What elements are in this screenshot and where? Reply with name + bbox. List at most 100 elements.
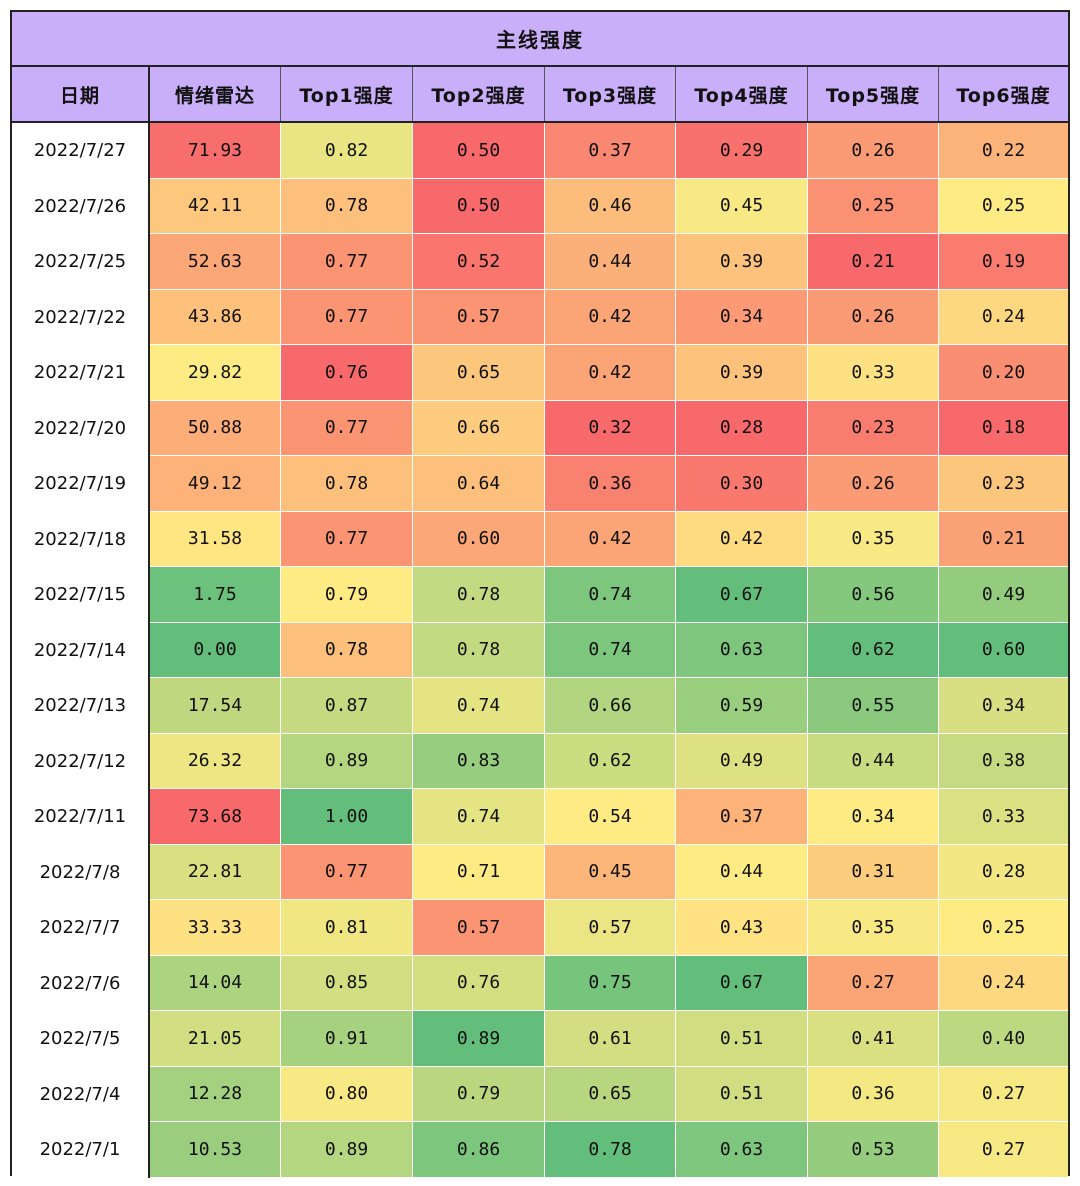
value-cell: 50.88 — [150, 400, 281, 456]
value-cell: 0.78 — [413, 567, 545, 623]
value-cell: 0.62 — [808, 622, 939, 678]
table-row: 2022/7/21 29.82 0.76 0.65 0.42 0.39 0.33 0.20 — [12, 345, 1068, 401]
value-cell: 0.81 — [281, 900, 413, 956]
value-cell: 42.11 — [150, 178, 281, 234]
value-cell: 31.58 — [150, 511, 281, 567]
table-row: 2022/7/18 31.58 0.77 0.60 0.42 0.42 0.35 0.21 — [12, 511, 1068, 567]
value-cell: 71.93 — [150, 123, 281, 179]
date-cell: 2022/7/6 — [12, 955, 150, 1011]
value-cell: 0.89 — [413, 1011, 545, 1067]
value-cell: 0.74 — [545, 622, 676, 678]
date-cell: 2022/7/1 — [12, 1122, 150, 1178]
value-cell: 0.62 — [545, 733, 676, 789]
value-cell: 0.23 — [808, 400, 939, 456]
value-cell: 0.32 — [545, 400, 676, 456]
value-cell: 52.63 — [150, 234, 281, 290]
table-row: 2022/7/19 49.12 0.78 0.64 0.36 0.30 0.26 0.23 — [12, 456, 1068, 512]
column-header-0: 日期 — [12, 67, 150, 121]
value-cell: 0.65 — [545, 1066, 676, 1122]
value-cell: 0.46 — [545, 178, 676, 234]
date-cell: 2022/7/15 — [12, 567, 150, 623]
value-cell: 0.44 — [808, 733, 939, 789]
value-cell: 0.28 — [676, 400, 808, 456]
date-cell: 2022/7/8 — [12, 844, 150, 900]
table-row: 2022/7/7 33.33 0.81 0.57 0.57 0.43 0.35 0.25 — [12, 900, 1068, 956]
value-cell: 0.57 — [413, 289, 545, 345]
date-cell: 2022/7/18 — [12, 511, 150, 567]
value-cell: 0.66 — [545, 678, 676, 734]
value-cell: 0.28 — [939, 844, 1068, 900]
date-cell: 2022/7/26 — [12, 178, 150, 234]
table-row: 2022/7/13 17.54 0.87 0.74 0.66 0.59 0.55 0.34 — [12, 678, 1068, 734]
value-cell: 0.27 — [808, 955, 939, 1011]
value-cell: 0.77 — [281, 234, 413, 290]
date-cell: 2022/7/25 — [12, 234, 150, 290]
value-cell: 33.33 — [150, 900, 281, 956]
value-cell: 0.39 — [676, 345, 808, 401]
value-cell: 0.76 — [413, 955, 545, 1011]
value-cell: 0.37 — [676, 789, 808, 845]
value-cell: 0.77 — [281, 844, 413, 900]
column-header-5: Top4强度 — [676, 67, 808, 121]
column-header-7: Top6强度 — [956, 84, 1051, 107]
value-cell: 0.44 — [676, 844, 808, 900]
column-header-2: Top1强度 — [281, 67, 413, 121]
value-cell: 0.25 — [939, 178, 1068, 234]
value-cell: 0.35 — [808, 511, 939, 567]
value-cell: 0.40 — [939, 1011, 1068, 1067]
header-row: 日期 情绪雷达 Top1强度 Top2强度 Top3强度 Top4强度 Top5强度 Top6… — [12, 67, 1068, 123]
value-cell: 0.50 — [413, 178, 545, 234]
table-row: 2022/7/11 73.68 1.00 0.74 0.54 0.37 0.34 0.33 — [12, 789, 1068, 845]
value-cell: 0.76 — [281, 345, 413, 401]
value-cell: 0.78 — [413, 622, 545, 678]
value-cell: 0.63 — [676, 622, 808, 678]
value-cell: 0.89 — [281, 1122, 413, 1178]
value-cell: 0.44 — [545, 234, 676, 290]
value-cell: 0.57 — [545, 900, 676, 956]
value-cell: 0.79 — [281, 567, 413, 623]
value-cell: 0.23 — [939, 456, 1068, 512]
value-cell: 0.37 — [545, 123, 676, 179]
value-cell: 0.77 — [281, 511, 413, 567]
value-cell: 0.87 — [281, 678, 413, 734]
value-cell: 0.51 — [676, 1011, 808, 1067]
value-cell: 0.30 — [676, 456, 808, 512]
value-cell: 0.54 — [545, 789, 676, 845]
value-cell: 0.64 — [413, 456, 545, 512]
value-cell: 0.57 — [413, 900, 545, 956]
table-title: 主线强度 — [12, 12, 1068, 67]
value-cell: 1.75 — [150, 567, 281, 623]
value-cell: 0.24 — [939, 289, 1068, 345]
value-cell: 0.74 — [413, 789, 545, 845]
date-cell: 2022/7/20 — [12, 400, 150, 456]
value-cell: 0.22 — [939, 123, 1068, 179]
value-cell: 0.67 — [676, 567, 808, 623]
value-cell: 0.60 — [939, 622, 1068, 678]
value-cell: 0.33 — [808, 345, 939, 401]
value-cell: 0.50 — [413, 123, 545, 179]
value-cell: 17.54 — [150, 678, 281, 734]
date-cell: 2022/7/13 — [12, 678, 150, 734]
column-header-6: Top5强度 — [808, 67, 939, 121]
value-cell: 0.59 — [676, 678, 808, 734]
date-cell: 2022/7/7 — [12, 900, 150, 956]
value-cell: 0.89 — [281, 733, 413, 789]
value-cell: 0.41 — [808, 1011, 939, 1067]
value-cell: 0.45 — [676, 178, 808, 234]
value-cell: 0.25 — [939, 900, 1068, 956]
date-cell: 2022/7/12 — [12, 733, 150, 789]
value-cell: 0.85 — [281, 955, 413, 1011]
value-cell: 0.60 — [413, 511, 545, 567]
value-cell: 0.65 — [413, 345, 545, 401]
value-cell: 0.75 — [545, 955, 676, 1011]
value-cell: 0.34 — [939, 678, 1068, 734]
value-cell: 1.00 — [281, 789, 413, 845]
value-cell: 0.74 — [413, 678, 545, 734]
value-cell: 0.42 — [545, 511, 676, 567]
value-cell: 0.49 — [939, 567, 1068, 623]
table-row: 2022/7/20 50.88 0.77 0.66 0.32 0.28 0.23 0.18 — [12, 400, 1068, 456]
value-cell: 0.67 — [676, 955, 808, 1011]
table-row: 2022/7/4 12.28 0.80 0.79 0.65 0.51 0.36 0.27 — [12, 1066, 1068, 1122]
date-cell: 2022/7/27 — [12, 123, 150, 179]
value-cell: 0.21 — [939, 511, 1068, 567]
